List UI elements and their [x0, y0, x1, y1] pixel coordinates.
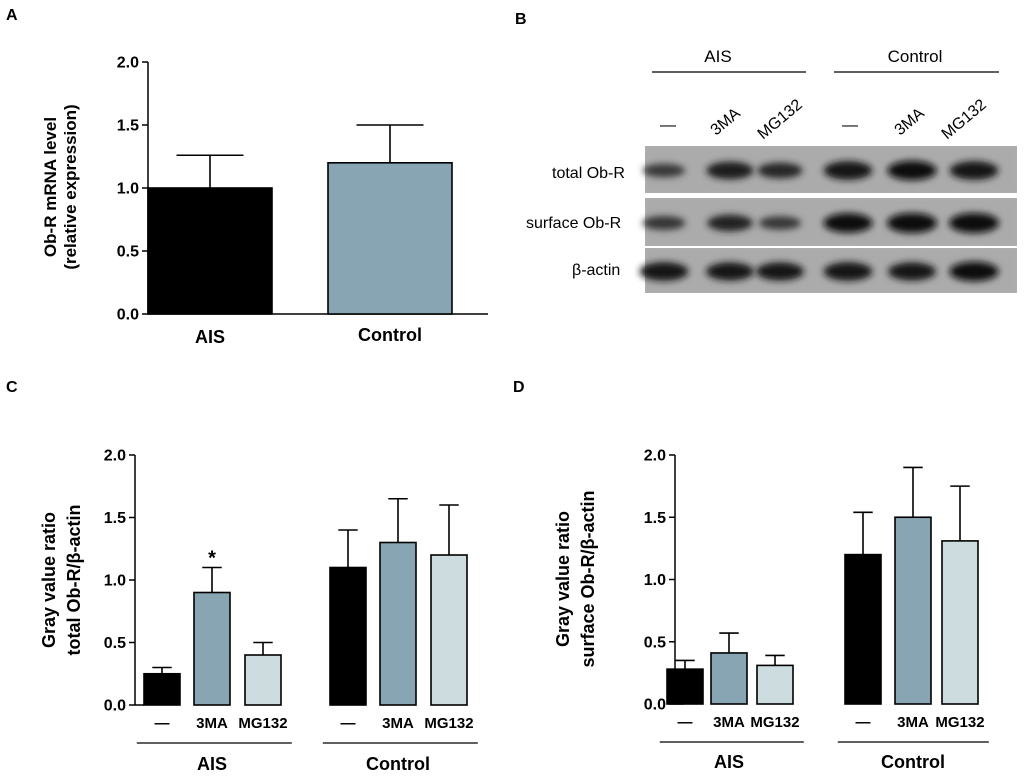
blot-lane-label-5: 3MA [892, 105, 928, 139]
panel-letter-a: A [6, 7, 18, 24]
chart-d-bar [710, 652, 748, 705]
chart-c-bar [329, 566, 367, 706]
chart-d: 0.0 0.5 1.0 1.5 2.0 Gray value ratio surface… [553, 448, 989, 772]
chart-d-bar [844, 553, 882, 705]
chart-c-category-3ma-ais: 3MA [196, 715, 228, 732]
chart-a-y-axis: 0.0 0.5 1.0 1.5 2.0 [117, 55, 488, 324]
chart-a: 0.0 0.5 1.0 1.5 2.0 AIS Control Ob-R mRNA le… [41, 55, 488, 347]
blot-band [758, 216, 802, 230]
chart-a-bar [147, 187, 273, 315]
chart-a-category-label-control: Control [358, 325, 422, 345]
chart-d-y-tick-label: 2.0 [644, 448, 666, 465]
blot-band [823, 262, 873, 281]
chart-c-group-label-control: Control [366, 754, 430, 774]
blot-group-label-ais: AIS [704, 47, 731, 66]
chart-d-bars [666, 466, 979, 705]
chart-c-bar [244, 654, 282, 706]
blot-lane-label-2: 3MA [708, 105, 744, 139]
blot-lane-label-3: MG132 [755, 96, 806, 143]
chart-c-category-dash-ais: — [155, 715, 170, 732]
panel-letter-d: D [513, 379, 525, 396]
blot-lane-label-4: — [842, 117, 858, 134]
chart-d-category-3ma-ais: 3MA [713, 714, 745, 731]
chart-d-y-tick-label: 0.0 [644, 697, 666, 714]
blot-band [888, 262, 936, 281]
blot-group-label-control: Control [888, 47, 943, 66]
chart-d-y-tick-label: 0.5 [644, 634, 666, 651]
chart-c-category-3ma-control: 3MA [382, 715, 414, 732]
chart-a-y-tick-label: 1.5 [117, 118, 139, 135]
chart-a-ylabel-line2: (relative expression) [61, 104, 80, 269]
chart-d-y-tick-label: 1.5 [644, 510, 666, 527]
chart-d-bar [894, 516, 932, 705]
chart-d-category-mg132-control: MG132 [935, 714, 984, 731]
chart-c-category-mg132-ais: MG132 [238, 715, 287, 732]
chart-c-y-tick-label: 0.0 [104, 698, 126, 715]
chart-c-bar [143, 672, 181, 706]
chart-c-y-tick-label: 0.5 [104, 635, 126, 652]
panel-letter-b: B [515, 11, 527, 28]
blot-band [949, 161, 999, 180]
blot-band [642, 163, 686, 178]
chart-c-bar [193, 591, 231, 706]
chart-d-group-label-control: Control [881, 752, 945, 772]
chart-d-bar [941, 540, 979, 705]
chart-c-bars [143, 497, 468, 706]
blot-lane-label-6: MG132 [939, 96, 990, 143]
chart-c-y-tick-label: 2.0 [104, 448, 126, 465]
blot-band [639, 262, 689, 281]
chart-d-group-label-ais: AIS [714, 752, 744, 772]
blot-band [823, 161, 873, 180]
blot-band [756, 262, 804, 281]
chart-d-y-axis: 0.0 0.5 1.0 1.5 2.0 [644, 448, 684, 714]
chart-a-ylabel-line1: Ob-R mRNA level [41, 117, 60, 257]
blot-row-label-beta-actin: β-actin [572, 262, 620, 279]
chart-c-bar [379, 541, 417, 706]
chart-d-bar [756, 664, 794, 705]
blot-band [949, 261, 999, 282]
chart-d-ylabel-line2: surface Ob-R/β-actin [578, 490, 598, 667]
chart-c-category-dash-control: — [341, 715, 356, 732]
blot-row-label-surface-ob-r: surface Ob-R [526, 215, 621, 232]
chart-a-y-tick-label: 0.0 [117, 307, 139, 324]
blot-band [707, 214, 753, 232]
blot-row-label-total-ob-r: total Ob-R [552, 165, 625, 182]
chart-a-y-tick-label: 2.0 [117, 55, 139, 72]
chart-d-category-dash-control: — [856, 714, 871, 731]
chart-d-category-3ma-control: 3MA [897, 714, 929, 731]
chart-a-category-label-ais: AIS [195, 327, 225, 347]
chart-c-significance-star: * [208, 548, 216, 570]
blot-lane-label-1: — [660, 117, 676, 134]
blot-band [823, 213, 873, 233]
chart-d-bar [666, 668, 704, 705]
chart-c-y-tick-label: 1.5 [104, 510, 126, 527]
chart-c-bar [430, 554, 468, 706]
chart-c-group-label-ais: AIS [197, 754, 227, 774]
blot-band [887, 213, 937, 233]
chart-c-y-tick-label: 1.0 [104, 573, 126, 590]
chart-d-category-dash-ais: — [678, 714, 693, 731]
chart-a-y-tick-label: 0.5 [117, 244, 139, 261]
chart-c-ylabel-line1: Gray value ratio [39, 512, 59, 648]
blot-strips [639, 146, 1017, 293]
blot-band [757, 162, 803, 179]
blot-band [706, 262, 754, 281]
blot-band [949, 213, 999, 233]
blot-band [706, 161, 754, 180]
chart-a-bars [147, 124, 453, 315]
chart-a-y-tick-label: 1.0 [117, 181, 139, 198]
chart-c-ylabel-line2: total Ob-R/β-actin [64, 505, 84, 656]
chart-d-category-mg132-ais: MG132 [750, 714, 799, 731]
blot-band [642, 216, 686, 230]
panel-letter-c: C [6, 379, 18, 396]
chart-c: 0.0 0.5 1.0 1.5 2.0 Gray value ratio total O… [39, 448, 478, 774]
chart-d-y-tick-label: 1.0 [644, 572, 666, 589]
chart-c-y-axis: 0.0 0.5 1.0 1.5 2.0 [104, 448, 144, 715]
western-blot: AIS Control — 3MA MG132 — 3MA MG132 tota… [526, 47, 1017, 293]
chart-c-category-mg132-control: MG132 [424, 715, 473, 732]
chart-a-bar [327, 162, 453, 315]
chart-d-ylabel-line1: Gray value ratio [553, 511, 573, 647]
blot-band [887, 160, 937, 181]
